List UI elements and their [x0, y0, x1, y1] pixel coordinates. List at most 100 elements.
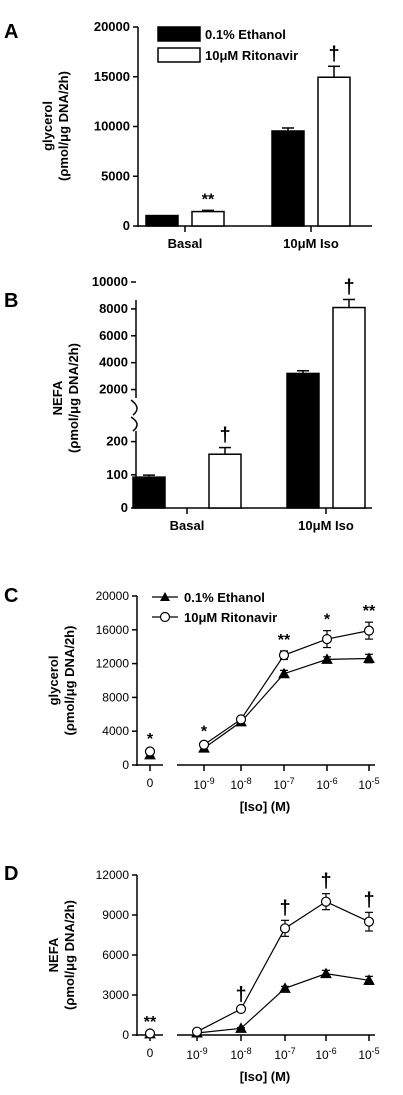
panel-a-legend-label: 10μM Ritonavir	[205, 48, 298, 63]
panel-b-axis-break-upper	[130, 399, 138, 416]
panel-a-xtick-label: Basal	[168, 236, 203, 251]
panel-d-point-circle	[363, 916, 375, 927]
panel-c-point-circle	[235, 714, 247, 725]
panel-c-point-circle	[278, 650, 290, 661]
panel-d-significance-mark: †	[235, 984, 246, 1006]
panel-b-ytick-label: 100	[106, 467, 128, 482]
panel-b-bar	[208, 453, 242, 509]
panel-c-significance-mark: **	[278, 632, 291, 649]
panel-c-xtick-label: 10-5	[358, 776, 379, 792]
panel-b-bar	[286, 372, 320, 509]
panel-d-series-line	[196, 900, 370, 1033]
panel-c-point-circle	[363, 625, 375, 636]
panel-c-ytick-label: 0	[122, 758, 129, 772]
panel-d-point-triangle	[235, 1022, 247, 1033]
panel-b-ytick-label: 2000	[99, 382, 128, 397]
panel-d-significance-mark: †	[363, 889, 374, 911]
panel-a-legend-label: 0.1% Ethanol	[205, 27, 286, 42]
panel-c-series-line	[203, 657, 370, 749]
panel-c-ytick-label: 12000	[96, 657, 130, 671]
panel-c-xtick-label: 10-8	[230, 776, 251, 792]
panel-d-xtick-label: 10-6	[315, 1046, 336, 1062]
panel-b-ytick-label: 4000	[99, 355, 128, 370]
panel-c-significance-mark: *	[324, 612, 331, 629]
panel-d-xtick-label: 0	[147, 1046, 154, 1060]
panel-a-ylabel-line1: glycerol	[40, 101, 55, 151]
panel-c-ytick-label: 4000	[102, 724, 129, 738]
panel-c-point-circle	[198, 739, 210, 750]
panel-d-ylabel-line1: NEFA	[46, 937, 61, 972]
panel-c-ytick-label: 20000	[96, 589, 130, 603]
panel-a-bar	[145, 214, 179, 227]
panel-c-xtick-label: 10-6	[316, 776, 337, 792]
panel-b-xtick-label: Basal	[170, 518, 205, 533]
panel-a-legend-swatch	[157, 47, 201, 63]
panel-a-ytick-label: 20000	[94, 19, 130, 34]
panel-d-xtick-label: 10-9	[186, 1046, 207, 1062]
panel-c-letter: C	[4, 585, 18, 607]
panel-d-significance-mark: †	[279, 897, 290, 919]
panel-c-xlabel: [Iso] (M)	[240, 799, 291, 814]
panel-c-ylabel-line1: glycerol	[46, 656, 61, 706]
panel-d-ytick-label: 6000	[102, 948, 129, 962]
panel-a-bar	[317, 76, 351, 227]
panel-a-ytick-label: 0	[123, 218, 130, 233]
panel-c-significance-mark: *	[147, 731, 154, 748]
panel-a-ytick-label: 5000	[101, 168, 130, 183]
panel-d-ytick-label: 12000	[96, 868, 130, 882]
panel-a-ytick-label: 15000	[94, 69, 130, 84]
panel-b-letter: B	[4, 290, 18, 312]
panel-c-legend-label: 10μM Ritonavir	[184, 610, 277, 625]
panel-b-ytick-label: 0	[121, 500, 128, 515]
panel-c-point-circle	[321, 633, 333, 645]
panel-c-xtick-label: 10-7	[273, 776, 294, 792]
panel-a-significance-mark: **	[202, 191, 215, 208]
panel-d-point-circle	[279, 923, 291, 934]
panel-d-point-triangle	[320, 967, 332, 979]
panel-d-point-circle	[191, 1026, 203, 1037]
panel-d-point-circle	[235, 1003, 247, 1015]
panel-c-xtick-label: 10-9	[193, 776, 214, 792]
panel-a-significance-mark: †	[328, 43, 339, 65]
panel-d-ylabel: NEFA (ρmol/μg DNA/2h)	[46, 900, 77, 1010]
panel-d-series-line	[196, 973, 370, 1034]
panel-b-ytick-label: 200	[106, 434, 128, 449]
panel-d-ytick-label: 3000	[102, 988, 129, 1002]
panel-d-letter: D	[4, 863, 18, 885]
panel-a-letter: A	[4, 21, 18, 43]
panel-d-ylabel-line2: (ρmol/μg DNA/2h)	[62, 900, 77, 1010]
panel-d-xlabel: [Iso] (M)	[240, 1069, 291, 1084]
panel-b-ylabel: NEFA (ρmol/μg DNA/2h)	[50, 343, 81, 453]
panel-d-point-circle	[144, 1028, 156, 1039]
panel-d-xtick-label: 10-5	[358, 1046, 379, 1062]
panel-c-ytick-label: 8000	[102, 690, 129, 704]
panel-a-bar	[191, 210, 225, 227]
panel-b-ytick-label: 8000	[99, 301, 128, 316]
panel-b-ytick-label: 6000	[99, 328, 128, 343]
panel-d-significance-mark: **	[144, 1014, 157, 1031]
panel-c-point-triangle	[321, 653, 333, 664]
panel-d-xtick-label: 10-7	[274, 1046, 295, 1062]
panel-b-ylabel-line2: (ρmol/μg DNA/2h)	[66, 343, 81, 453]
panel-c-legend-circle	[159, 611, 171, 623]
panel-c-xtick-label: 0	[147, 776, 154, 790]
panel-d-xtick-label: 10-8	[230, 1046, 251, 1062]
panel-c-ylabel-line2: (ρmol/μg DNA/2h)	[62, 626, 77, 736]
panel-b-xtick-label: 10μM Iso	[298, 518, 354, 533]
panel-a-ylabel: glycerol (ρmol/μg DNA/2h)	[40, 71, 71, 181]
panel-c-point-triangle	[278, 667, 290, 679]
panel-d-ytick-label: 9000	[102, 908, 129, 922]
panel-d-significance-mark: †	[320, 871, 331, 893]
panel-c-point-circle	[144, 746, 156, 757]
panel-a-ylabel-line2: (ρmol/μg DNA/2h)	[56, 71, 71, 181]
panel-d-point-triangle	[279, 982, 291, 993]
panel-a-ytick-label: 10000	[94, 119, 130, 134]
panel-a-legend-swatch	[157, 26, 201, 42]
panel-d-point-triangle	[363, 974, 375, 985]
panel-c-ylabel: glycerol (ρmol/μg DNA/2h)	[46, 626, 77, 736]
panel-c-ytick-label: 16000	[96, 623, 130, 637]
panel-a-bar	[271, 130, 305, 227]
panel-b-significance-mark: †	[219, 425, 230, 447]
panel-c-legend-triangle	[160, 592, 170, 601]
